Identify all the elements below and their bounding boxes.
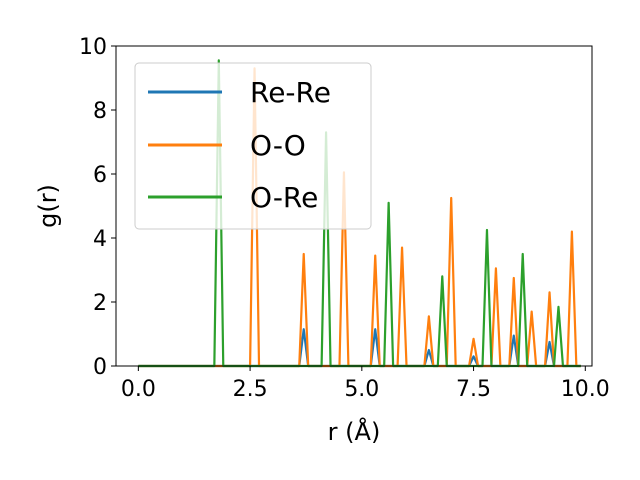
plot-frame	[115, 45, 593, 367]
legend-entries: Re-Re O-O O-Re	[148, 76, 331, 214]
y-tick-label: 4	[93, 227, 107, 252]
legend: Re-Re O-O O-Re	[134, 62, 372, 230]
x-tick-label: 7.5	[456, 377, 491, 402]
x-tick-label: 0.0	[121, 377, 156, 402]
y-axis-label: g(r)	[34, 184, 62, 228]
x-tick-label: 5.0	[344, 377, 379, 402]
x-axis-label: r (Å)	[328, 417, 381, 446]
legend-label-o-o: O-O	[250, 129, 306, 162]
y-tick-label: 2	[93, 291, 107, 316]
legend-label-o-re: O-Re	[250, 181, 318, 214]
y-tick-label: 10	[79, 35, 107, 60]
y-tick-label: 8	[93, 99, 107, 124]
legend-box	[134, 62, 372, 230]
legend-label-re-re: Re-Re	[250, 76, 331, 109]
y-tick-label: 6	[93, 163, 107, 188]
x-axis: 0.0 2.5 5.0 7.5 10.0	[121, 366, 610, 402]
x-tick-label: 10.0	[561, 377, 610, 402]
x-tick-label: 2.5	[233, 377, 268, 402]
y-axis: 0 2 4 6 8 10	[79, 35, 116, 380]
y-tick-label: 0	[93, 355, 107, 380]
series-line-re-re	[138, 328, 581, 368]
